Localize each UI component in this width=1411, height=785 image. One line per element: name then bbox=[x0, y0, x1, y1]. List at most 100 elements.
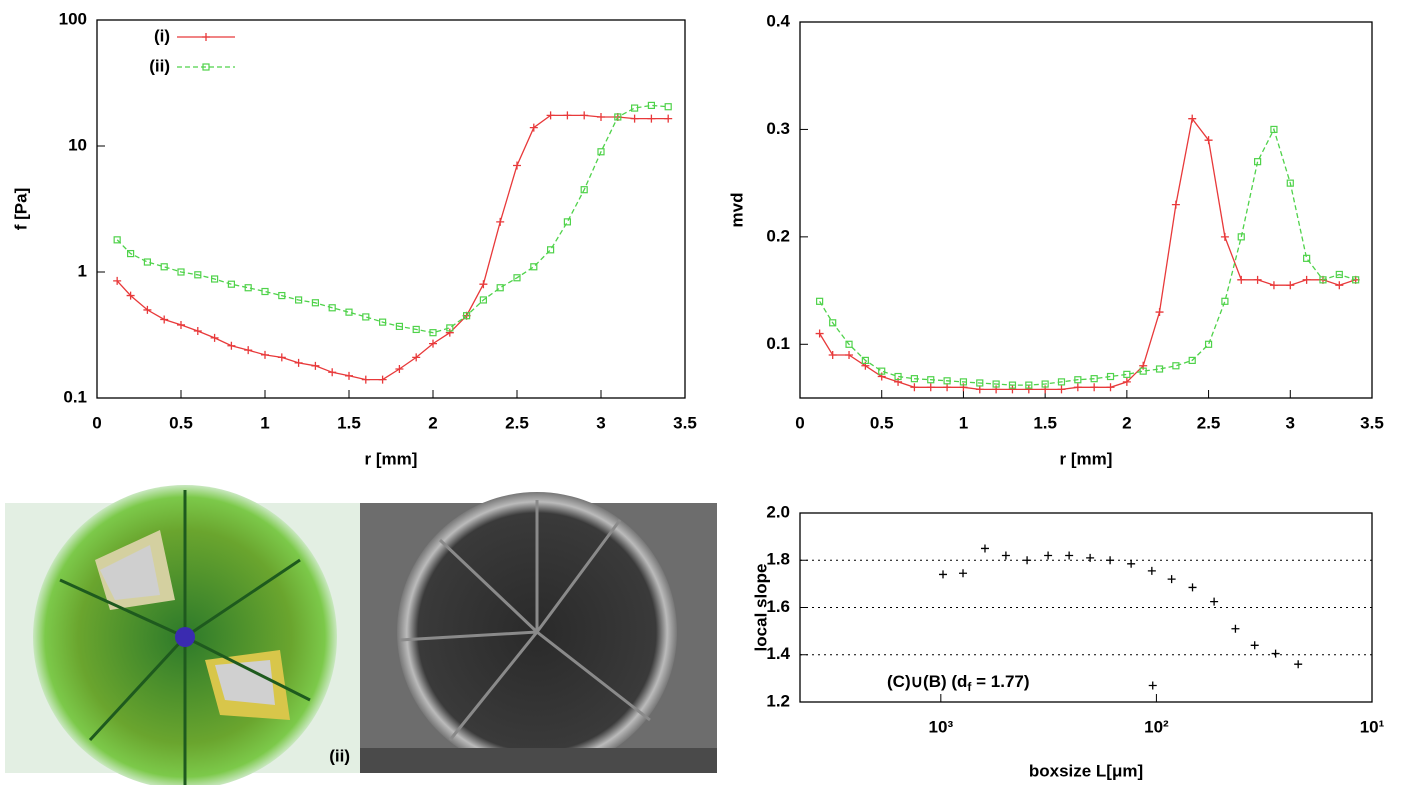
point bbox=[1001, 551, 1010, 560]
point bbox=[1057, 378, 1066, 386]
point bbox=[1269, 281, 1278, 290]
annotation-part: f bbox=[967, 680, 972, 694]
point bbox=[143, 305, 152, 314]
point bbox=[664, 114, 673, 123]
point bbox=[1188, 583, 1197, 592]
point bbox=[829, 319, 837, 327]
x-tick-label: 1 bbox=[260, 413, 269, 432]
x-tick-label: 10² bbox=[1144, 717, 1169, 736]
point bbox=[261, 287, 269, 296]
point bbox=[1335, 270, 1343, 279]
point bbox=[227, 341, 236, 350]
point bbox=[647, 114, 656, 123]
chart-panel: 0.1 0.2 0.3 0.4 0 0.5 1 1.5 2 2.5 3 3.5 mvd r [mm] bbox=[727, 11, 1383, 468]
point bbox=[1335, 281, 1344, 290]
point bbox=[177, 320, 185, 329]
point bbox=[1172, 362, 1180, 370]
point bbox=[1147, 566, 1156, 575]
point bbox=[1122, 377, 1131, 386]
point bbox=[202, 33, 210, 41]
series-line bbox=[819, 117, 1356, 391]
point bbox=[1090, 383, 1099, 392]
point bbox=[1220, 232, 1229, 241]
point bbox=[1352, 276, 1360, 284]
point bbox=[345, 371, 353, 380]
point bbox=[328, 368, 337, 377]
point bbox=[294, 358, 303, 367]
point bbox=[828, 351, 837, 360]
y-axis-label: local slope bbox=[751, 564, 770, 652]
point bbox=[311, 361, 320, 370]
point bbox=[1204, 136, 1213, 145]
point bbox=[1148, 681, 1157, 690]
point bbox=[328, 304, 336, 312]
y-tick-label: 0.2 bbox=[766, 226, 790, 245]
point bbox=[194, 271, 202, 279]
x-axis-label: r [mm] bbox=[365, 449, 418, 468]
plot-frame bbox=[799, 21, 1373, 399]
point bbox=[1044, 551, 1053, 560]
point bbox=[1167, 575, 1176, 584]
point bbox=[1271, 649, 1280, 658]
point bbox=[1237, 275, 1246, 284]
point bbox=[278, 291, 286, 300]
point bbox=[479, 296, 487, 304]
point bbox=[980, 544, 989, 553]
annotation: (C)∪(B) (df = 1.77) bbox=[887, 672, 1030, 694]
y-axis-label: mvd bbox=[727, 193, 746, 228]
point bbox=[959, 569, 968, 578]
y-tick-label: 0.1 bbox=[63, 387, 87, 406]
y-axis-label: f [Pa] bbox=[11, 188, 30, 231]
point bbox=[513, 274, 521, 282]
point bbox=[1073, 383, 1082, 392]
legend-label: (ii) bbox=[149, 56, 170, 75]
x-tick-label: 10¹ bbox=[1360, 717, 1385, 736]
x-tick-label: 0 bbox=[92, 413, 101, 432]
point bbox=[1008, 381, 1017, 389]
point bbox=[861, 356, 869, 364]
point bbox=[927, 376, 935, 384]
point bbox=[580, 111, 589, 120]
point bbox=[664, 103, 672, 111]
point bbox=[1090, 375, 1098, 383]
point bbox=[113, 236, 121, 244]
point bbox=[261, 350, 269, 359]
point bbox=[816, 297, 824, 305]
point bbox=[244, 346, 253, 355]
point bbox=[160, 263, 168, 271]
point bbox=[378, 375, 387, 384]
point bbox=[910, 383, 919, 392]
point bbox=[277, 353, 286, 362]
point bbox=[395, 364, 404, 373]
point bbox=[210, 333, 219, 342]
series-line bbox=[116, 114, 669, 381]
y-tick-label: 1.6 bbox=[766, 597, 790, 616]
point bbox=[597, 148, 605, 156]
point bbox=[1086, 553, 1095, 562]
annotation-part: (C)∪(B) (d bbox=[887, 672, 967, 691]
point bbox=[546, 246, 555, 254]
x-tick-label: 1 bbox=[959, 413, 968, 432]
point bbox=[530, 263, 538, 271]
point bbox=[446, 324, 454, 332]
point bbox=[395, 322, 403, 331]
point bbox=[445, 328, 454, 337]
x-tick-label: 1.5 bbox=[1033, 413, 1057, 432]
point bbox=[815, 329, 824, 338]
point bbox=[1155, 365, 1164, 373]
x-tick-label: 2.5 bbox=[505, 413, 529, 432]
x-tick-label: 0 bbox=[795, 413, 804, 432]
point bbox=[976, 379, 984, 387]
point bbox=[113, 276, 122, 285]
point bbox=[143, 258, 151, 266]
point bbox=[1286, 281, 1295, 290]
y-tick-label: 2.0 bbox=[766, 502, 790, 521]
point bbox=[295, 296, 303, 304]
x-tick-label: 3.5 bbox=[1360, 413, 1384, 432]
y-tick-label: 0.3 bbox=[766, 119, 790, 138]
point bbox=[845, 340, 853, 348]
y-tick-label: 1.8 bbox=[766, 550, 790, 569]
y-tick-label: 0.1 bbox=[766, 334, 790, 353]
x-tick-label: 0.5 bbox=[169, 413, 193, 432]
